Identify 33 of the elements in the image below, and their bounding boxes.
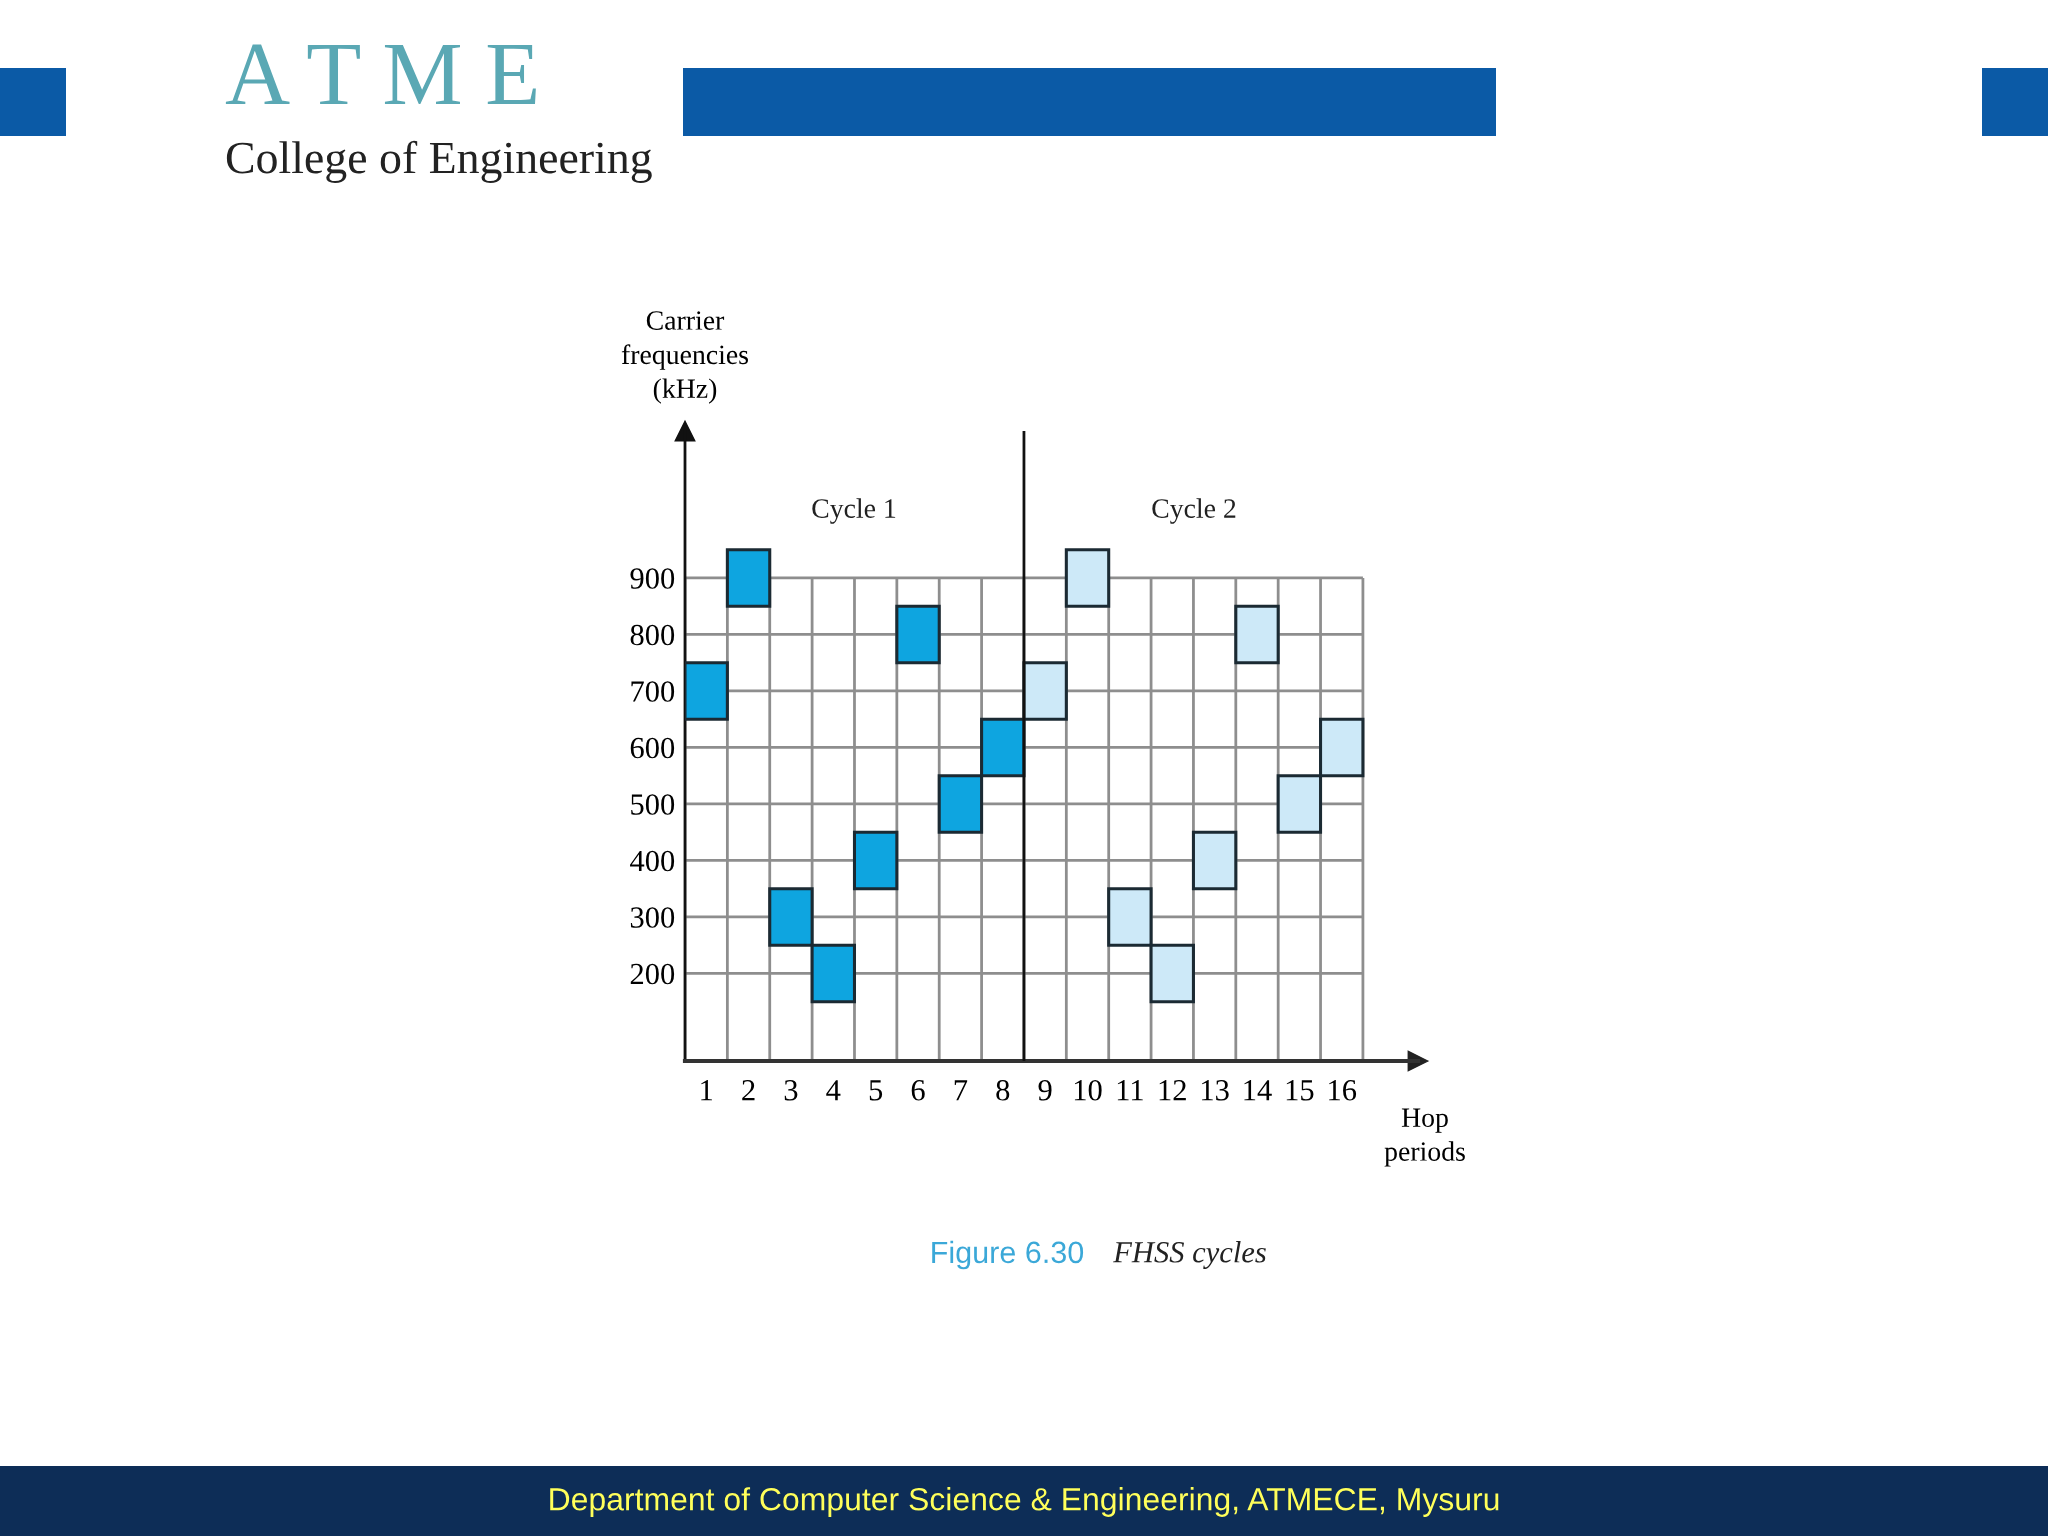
x-tick-label: 7: [954, 1080, 968, 1101]
y-tick-label: 700: [631, 681, 675, 702]
x-tick-label: 3: [784, 1080, 798, 1101]
x-tick-label: 11: [1117, 1080, 1143, 1101]
annotation: Cycle 2: [1152, 498, 1236, 524]
x-tick-label: 1: [701, 1080, 712, 1101]
y-tick-label: 200: [630, 963, 675, 985]
x-tick-label: 14: [1244, 1080, 1272, 1101]
x-tick-label: 5: [869, 1080, 883, 1101]
x-tick-label: 8: [996, 1079, 1010, 1101]
annotation: Cycle 1: [812, 498, 896, 524]
x-tick-label: 9: [1038, 1080, 1052, 1101]
text: College of Engineering: [226, 140, 652, 183]
y-tick-label: 400: [630, 850, 675, 872]
x-tick-label: 10: [1074, 1079, 1102, 1101]
text: FHSS cycles: [1113, 1241, 1266, 1269]
caption: Figure 6.30: [932, 1240, 1084, 1270]
y-tick-label: 300: [630, 907, 675, 928]
x-tick-label: 12: [1159, 1080, 1186, 1101]
y-tick-label: 800: [630, 624, 675, 646]
x-tick-label: 2: [742, 1080, 755, 1101]
text: Department of Computer Science & Engineering, ATMECE, Mysuru: [550, 1487, 1499, 1517]
y-tick-label: 500: [631, 794, 675, 815]
x-tick-label: 6: [911, 1080, 925, 1101]
y-tick-label: 900: [630, 568, 675, 589]
x-tick-label: 16: [1329, 1080, 1357, 1101]
x-tick-label: 4: [826, 1080, 841, 1101]
y-tick-label: 600: [630, 737, 675, 759]
x-tick-label: 15: [1286, 1080, 1314, 1101]
text: A T M E: [225, 44, 536, 104]
y-axis-title: Carrier frequencies (kHz): [621, 311, 748, 404]
x-axis-title: Hop periods: [1384, 1108, 1465, 1167]
x-tick-label: 13: [1202, 1080, 1229, 1101]
